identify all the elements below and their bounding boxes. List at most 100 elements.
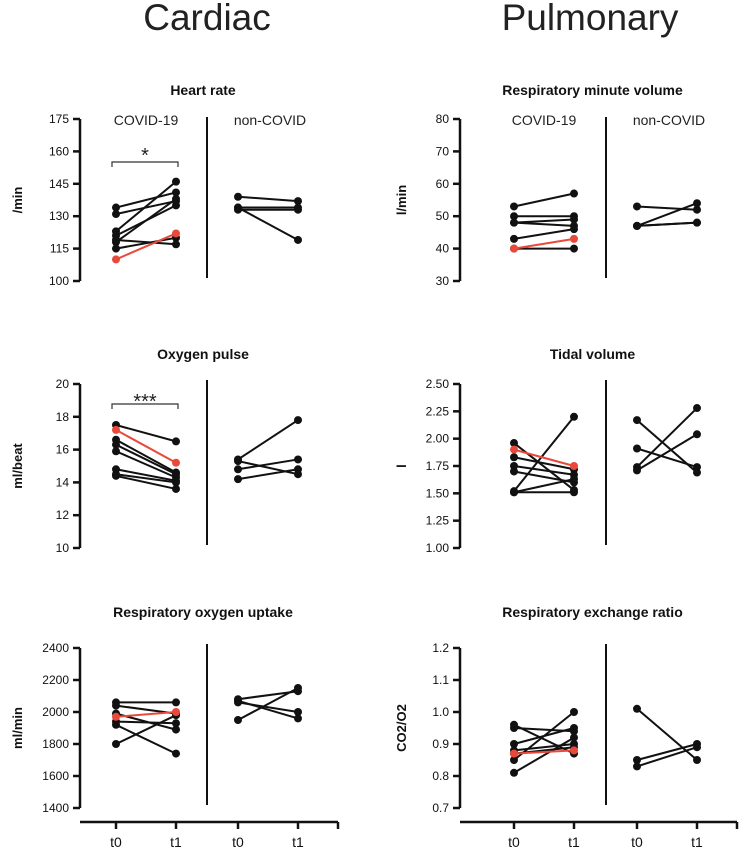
noncovid-subject-line (237, 687, 299, 721)
y-tick-label: 1600 (42, 769, 69, 783)
y-axis-label: /min (10, 187, 25, 214)
covid-subject-point-t0 (510, 202, 518, 211)
significance-label: * (141, 145, 149, 167)
noncovid-subject-line (237, 701, 299, 713)
noncovid-subject-point-t0 (234, 203, 242, 212)
covid-highlight-subject (112, 229, 180, 264)
covid-highlight-subject-point-t0 (112, 712, 120, 721)
y-axis-label: l (394, 464, 409, 468)
covid-highlight-subject-point-t1 (570, 462, 578, 470)
noncovid-subject-point-t1 (294, 684, 302, 692)
covid-highlight-subject (510, 234, 578, 253)
y-tick-label: 0.7 (432, 801, 449, 815)
covid-subject (510, 733, 578, 777)
group-label-noncovid: non-COVID (234, 112, 306, 128)
covid-highlight-subject (112, 425, 180, 467)
covid-subject-point-t1 (570, 733, 578, 742)
y-tick-label: 18 (56, 410, 70, 424)
covid-subject-line (513, 416, 575, 492)
y-tick-label: 1.25 (426, 514, 450, 528)
noncovid-subject-point-t1 (693, 404, 701, 413)
covid-highlight-subject (112, 708, 180, 721)
panel-respiratory-minute-volume: Respiratory minute volume 30 40 50 60 70 80 l/m… (394, 82, 705, 288)
noncovid-subject (234, 684, 302, 724)
covid-subject-point-t0 (510, 462, 518, 470)
y-tick-label: 2000 (42, 705, 69, 719)
covid-highlight-subject-point-t0 (510, 749, 518, 758)
covid-subject-line (513, 218, 575, 224)
noncovid-subject (633, 202, 701, 214)
noncovid-subject-line (237, 460, 299, 476)
covid-subject (112, 235, 180, 249)
noncovid-subject-line (636, 746, 698, 768)
covid-subject-point-t0 (112, 720, 120, 729)
covid-highlight-subject-point-t0 (112, 425, 120, 434)
noncovid-subject-point-t1 (693, 756, 701, 764)
noncovid-subject-point-t1 (693, 205, 701, 214)
noncovid-subject (234, 698, 302, 716)
covid-subject-line (115, 200, 177, 216)
covid-highlight-subject-line (513, 448, 575, 467)
y-tick-label: 2400 (42, 641, 69, 655)
noncovid-subject-point-t1 (294, 205, 302, 214)
covid-subject-point-t0 (510, 218, 518, 227)
covid-highlight-subject-point-t1 (172, 229, 180, 238)
significance-label: *** (133, 391, 157, 413)
covid-subject-point-t1 (172, 478, 180, 487)
noncovid-subject-line (636, 743, 698, 761)
noncovid-subject-point-t1 (693, 199, 701, 208)
covid-subject-point-t0 (112, 440, 120, 449)
covid-subject-point-t1 (172, 749, 180, 758)
noncovid-subject-point-t0 (633, 416, 641, 425)
covid-subject-point-t0 (112, 701, 120, 710)
x-tick-label: t0 (232, 834, 244, 850)
covid-subject-point-t1 (172, 725, 180, 734)
y-tick-label: 1400 (42, 801, 69, 815)
noncovid-subject (234, 416, 302, 464)
covid-subject-line (513, 192, 575, 208)
covid-subject-line (115, 191, 177, 209)
covid-highlight-subject-line (115, 429, 177, 464)
covid-subject-point-t0 (510, 488, 518, 497)
noncovid-subject-point-t1 (294, 708, 302, 716)
y-axis-label: l/min (394, 185, 409, 215)
y-tick-label: 1800 (42, 737, 69, 751)
noncovid-subject-point-t1 (294, 455, 302, 464)
noncovid-subject-line (636, 407, 698, 468)
noncovid-subject-point-t1 (693, 463, 701, 472)
noncovid-subject-point-t0 (633, 221, 641, 230)
x-tick-label: t0 (508, 834, 520, 850)
noncovid-subject-point-t1 (294, 714, 302, 723)
covid-subject-point-t1 (570, 488, 578, 497)
covid-subject-line (115, 468, 177, 482)
covid-highlight-subject-line (513, 237, 575, 250)
y-tick-label: 60 (436, 177, 450, 191)
covid-highlight-subject-point-t1 (570, 234, 578, 243)
y-tick-label: 2200 (42, 673, 69, 687)
y-tick-label: 0.9 (432, 737, 449, 751)
covid-highlight-subject-point-t0 (510, 445, 518, 454)
panel-title: Respiratory oxygen uptake (113, 604, 293, 620)
noncovid-subject-point-t1 (294, 197, 302, 206)
covid-subject-point-t0 (510, 212, 518, 221)
covid-highlight-subject (510, 445, 578, 470)
pulmonary-header: Pulmonary (502, 0, 679, 38)
y-tick-label: 175 (49, 112, 69, 126)
y-tick-label: 80 (436, 112, 450, 126)
covid-subject-line (513, 221, 575, 227)
cardiac-header: Cardiac (143, 0, 271, 38)
y-axis-label: CO2/O2 (394, 704, 409, 752)
noncovid-subject-point-t0 (633, 704, 641, 713)
covid-subject (510, 225, 578, 243)
noncovid-subject-line (237, 206, 299, 241)
covid-subject-line (513, 228, 575, 240)
covid-subject-line (115, 450, 177, 479)
covid-subject-line (115, 236, 177, 250)
covid-subject-line (115, 180, 177, 233)
noncovid-subject (633, 743, 701, 771)
y-tick-label: 16 (56, 443, 70, 457)
y-tick-label: 12 (56, 508, 70, 522)
y-axis-label: ml/min (10, 707, 25, 749)
noncovid-subject-point-t0 (234, 716, 242, 724)
